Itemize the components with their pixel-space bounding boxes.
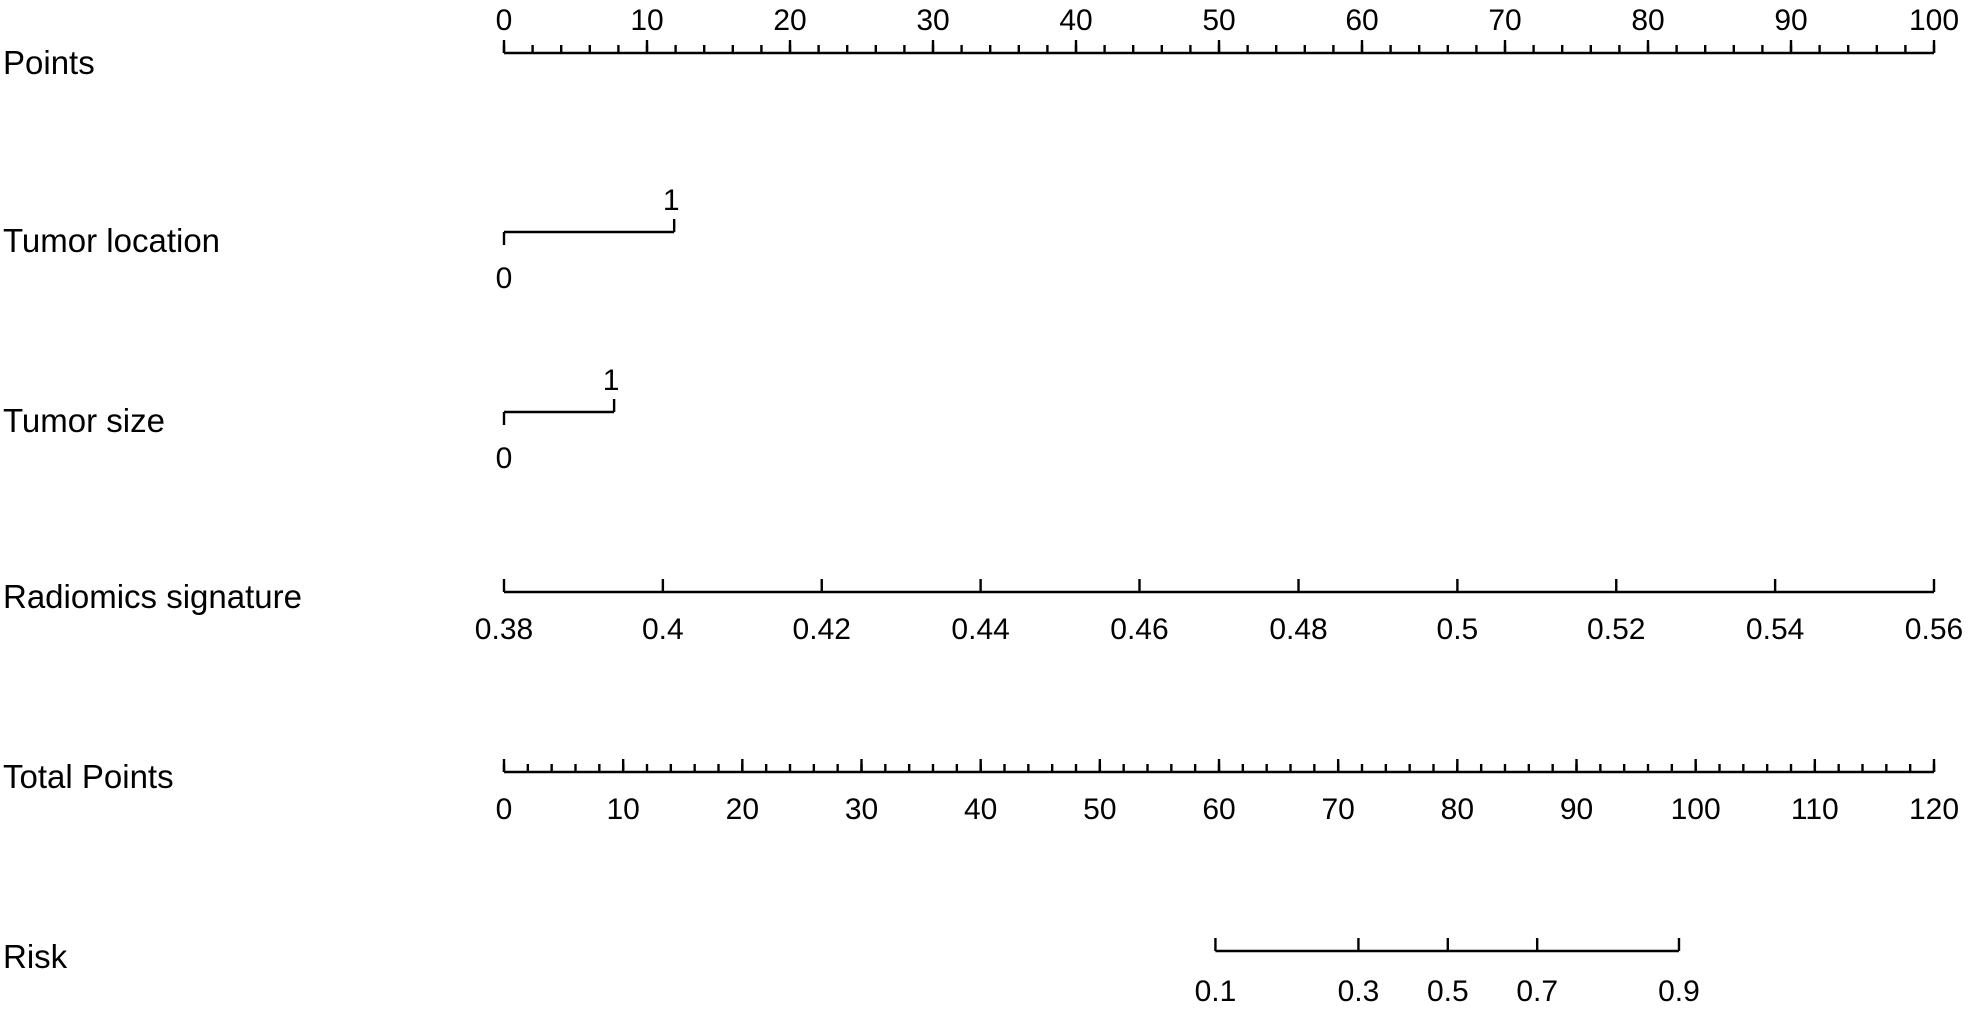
row-label: Total Points <box>3 758 174 795</box>
total-points-tick-label: 50 <box>1083 793 1116 826</box>
total-points-tick-label: 30 <box>845 793 878 826</box>
signature-tick-label: 0.4 <box>642 613 684 646</box>
total-points-tick-label: 10 <box>606 793 639 826</box>
row-label: Tumor location <box>3 222 220 259</box>
level-tick-label: 0 <box>496 442 513 475</box>
points-tick-label: 50 <box>1202 4 1235 37</box>
total-points-tick-label: 90 <box>1560 793 1593 826</box>
risk-tick-label: 0.9 <box>1658 975 1700 1008</box>
row-tumor-location: 01 <box>496 184 680 295</box>
points-tick-label: 20 <box>773 4 806 37</box>
signature-tick-label: 0.42 <box>793 613 851 646</box>
total-points-tick-label: 80 <box>1441 793 1474 826</box>
total-points-tick-label: 110 <box>1791 793 1839 826</box>
signature-tick-label: 0.52 <box>1587 613 1645 646</box>
points-tick-label: 0 <box>496 4 513 37</box>
row-radiomics-signature: 0.38 0.4 0.42 0.44 0.46 0.48 0.5 0.52 0.54 0.56 <box>475 579 1963 646</box>
points-tick-label: 60 <box>1345 4 1378 37</box>
level-tick-label: 1 <box>603 364 620 397</box>
total-points-tick-label: 100 <box>1671 793 1721 826</box>
points-tick-label: 30 <box>916 4 949 37</box>
row-label: Risk <box>3 938 68 975</box>
points-tick-label: 70 <box>1488 4 1521 37</box>
row-total-points: 0 10 20 30 40 50 60 70 80 90 100 110 120 <box>496 759 1959 826</box>
row-tumor-size: 01 <box>496 364 620 475</box>
level-tick-label: 0 <box>496 262 513 295</box>
total-points-tick-label: 60 <box>1202 793 1235 826</box>
total-points-tick-label: 120 <box>1909 793 1959 826</box>
signature-tick-label: 0.48 <box>1269 613 1327 646</box>
points-tick-label: 100 <box>1909 4 1959 37</box>
row-label: Tumor size <box>3 402 165 439</box>
total-points-tick-label: 40 <box>964 793 997 826</box>
points-tick-label: 80 <box>1631 4 1664 37</box>
signature-tick-label: 0.5 <box>1437 613 1479 646</box>
total-points-tick-label: 20 <box>726 793 759 826</box>
risk-tick-label: 0.7 <box>1516 975 1558 1008</box>
row-risk: 0.1 0.3 0.5 0.7 0.9 <box>1195 938 1700 1008</box>
row-label: Points <box>3 44 95 81</box>
signature-tick-label: 0.56 <box>1905 613 1963 646</box>
signature-tick-label: 0.46 <box>1110 613 1168 646</box>
risk-tick-label: 0.1 <box>1195 975 1237 1008</box>
signature-tick-label: 0.54 <box>1746 613 1804 646</box>
row-labels: Points Tumor location Tumor size Radiomics … <box>3 44 302 975</box>
points-tick-label: 10 <box>630 4 663 37</box>
row-label: Radiomics signature <box>3 578 302 615</box>
level-tick-label: 1 <box>663 184 680 217</box>
total-points-tick-label: 0 <box>496 793 513 826</box>
signature-tick-label: 0.44 <box>951 613 1009 646</box>
total-points-tick-label: 70 <box>1321 793 1354 826</box>
points-tick-label: 90 <box>1774 4 1807 37</box>
row-points: 0 10 20 30 40 50 60 70 80 90 100 <box>496 4 1959 55</box>
points-tick-label: 40 <box>1059 4 1092 37</box>
signature-tick-label: 0.38 <box>475 613 533 646</box>
risk-tick-label: 0.3 <box>1338 975 1380 1008</box>
risk-tick-label: 0.5 <box>1427 975 1469 1008</box>
